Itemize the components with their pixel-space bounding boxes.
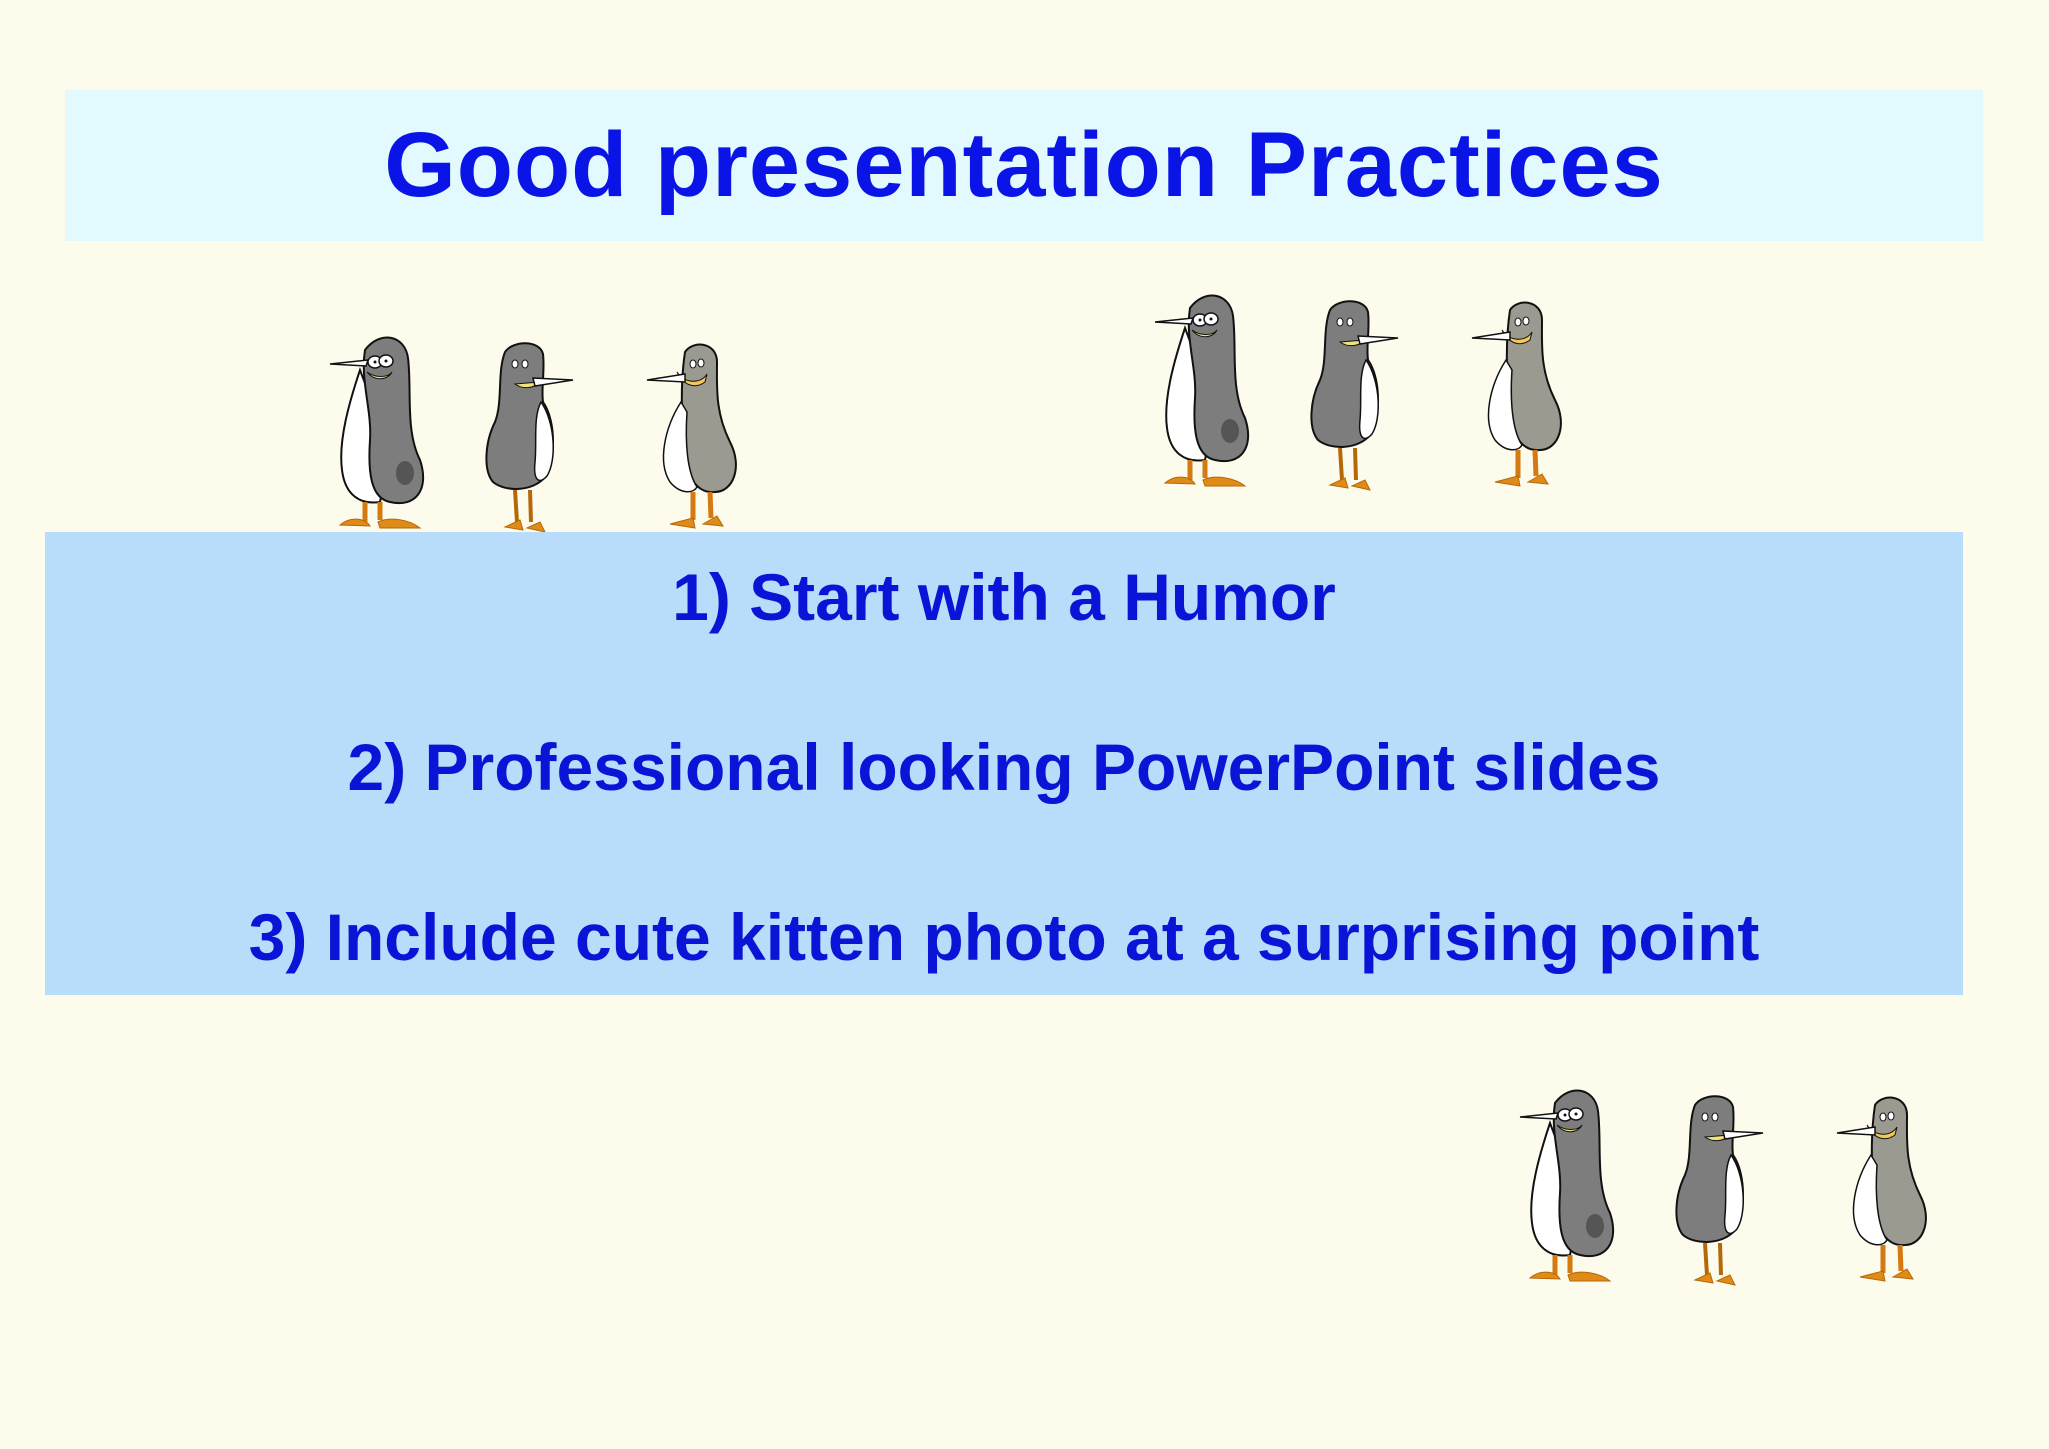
penguin-1 <box>1519 1089 1615 1282</box>
penguin-1 <box>329 336 425 529</box>
penguin-1 <box>1154 294 1250 487</box>
content-box: 1) Start with a Humor 2) Professional lo… <box>45 532 1963 995</box>
slide-title: Good presentation Practices <box>384 114 1664 216</box>
penguin-2 <box>485 342 574 533</box>
penguin-group-top-left <box>320 330 760 540</box>
title-bar: Good presentation Practices <box>65 90 1983 241</box>
point-professional-slides: 2) Professional looking PowerPoint slide… <box>347 730 1661 804</box>
penguin-3 <box>1471 301 1562 487</box>
penguin-group-top-right <box>1145 288 1585 498</box>
penguin-2 <box>1675 1095 1764 1286</box>
penguin-3 <box>646 343 737 529</box>
penguin-3 <box>1836 1096 1927 1282</box>
point-kitten-photo: 3) Include cute kitten photo at a surpri… <box>248 900 1760 974</box>
penguin-2 <box>1310 300 1399 491</box>
penguin-group-bottom-right <box>1510 1083 1950 1293</box>
point-start-with-humor: 1) Start with a Humor <box>672 560 1336 634</box>
